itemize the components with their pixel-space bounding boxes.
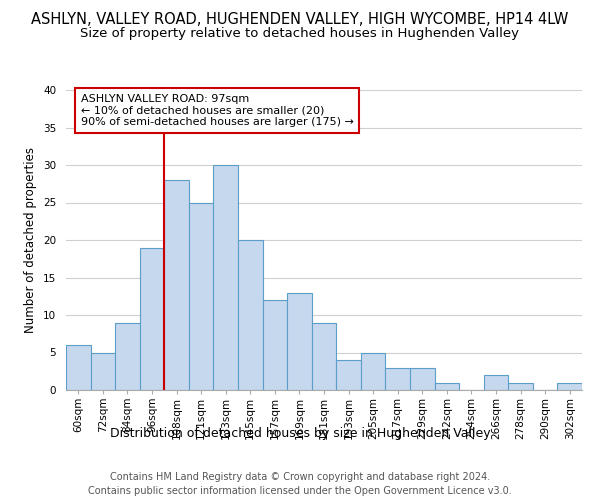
Text: ASHLYN VALLEY ROAD: 97sqm
← 10% of detached houses are smaller (20)
90% of semi-: ASHLYN VALLEY ROAD: 97sqm ← 10% of detac…	[81, 94, 353, 127]
Bar	[140, 248, 164, 390]
Bar	[336, 360, 361, 390]
Bar	[287, 292, 312, 390]
Text: Size of property relative to detached houses in Hughenden Valley: Size of property relative to detached ho…	[80, 28, 520, 40]
Bar	[410, 368, 434, 390]
Bar	[164, 180, 189, 390]
Bar	[189, 202, 214, 390]
Bar	[263, 300, 287, 390]
Bar	[361, 352, 385, 390]
Bar	[115, 322, 140, 390]
Bar	[312, 322, 336, 390]
Bar	[484, 375, 508, 390]
Bar	[91, 352, 115, 390]
Bar	[557, 382, 582, 390]
Bar	[214, 165, 238, 390]
Bar	[385, 368, 410, 390]
Text: Contains HM Land Registry data © Crown copyright and database right 2024.: Contains HM Land Registry data © Crown c…	[110, 472, 490, 482]
Bar	[508, 382, 533, 390]
Bar	[434, 382, 459, 390]
Text: Contains public sector information licensed under the Open Government Licence v3: Contains public sector information licen…	[88, 486, 512, 496]
Bar	[238, 240, 263, 390]
Y-axis label: Number of detached properties: Number of detached properties	[25, 147, 37, 333]
Text: ASHLYN, VALLEY ROAD, HUGHENDEN VALLEY, HIGH WYCOMBE, HP14 4LW: ASHLYN, VALLEY ROAD, HUGHENDEN VALLEY, H…	[31, 12, 569, 28]
Text: Distribution of detached houses by size in Hughenden Valley: Distribution of detached houses by size …	[110, 428, 490, 440]
Bar	[66, 345, 91, 390]
